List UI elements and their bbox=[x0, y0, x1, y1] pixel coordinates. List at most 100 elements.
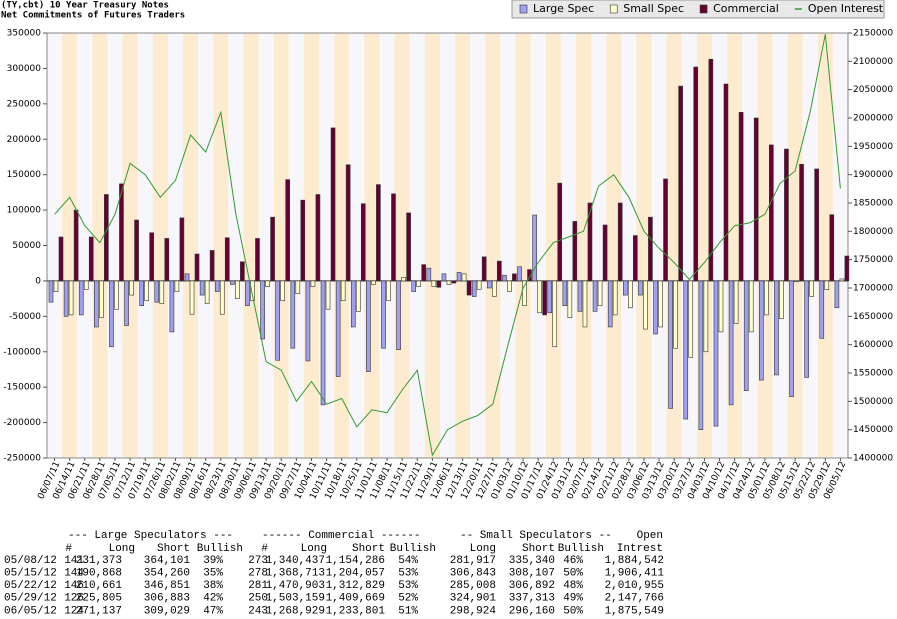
bar bbox=[194, 253, 200, 282]
bar bbox=[819, 280, 825, 339]
y-tick-label: 200000 bbox=[7, 135, 42, 145]
y-tick-label: -50000 bbox=[9, 312, 41, 322]
table-cell: 51% bbox=[398, 605, 418, 617]
band bbox=[107, 33, 123, 458]
bar bbox=[476, 280, 482, 290]
bar bbox=[723, 83, 729, 282]
bar bbox=[114, 280, 119, 310]
bar bbox=[542, 280, 547, 316]
band bbox=[636, 33, 652, 458]
bar bbox=[219, 280, 225, 315]
bar bbox=[794, 280, 799, 283]
table-cell: 49% bbox=[563, 593, 583, 605]
band bbox=[455, 33, 471, 458]
bar bbox=[240, 261, 245, 282]
bar bbox=[184, 273, 190, 282]
bar bbox=[119, 183, 124, 282]
table-cell: 337,313 bbox=[509, 593, 555, 605]
bar bbox=[134, 219, 139, 282]
bar bbox=[678, 85, 683, 282]
table-cell: 124 bbox=[64, 605, 84, 617]
bar bbox=[779, 280, 784, 320]
table-header: Long bbox=[470, 543, 496, 555]
table-cell: 225,805 bbox=[76, 593, 122, 605]
bar bbox=[300, 199, 306, 282]
bar bbox=[88, 236, 94, 282]
table-cell: 05/08/12 bbox=[4, 555, 57, 567]
bar bbox=[159, 280, 165, 304]
table-header: Long bbox=[109, 543, 135, 555]
bar bbox=[265, 280, 270, 287]
band bbox=[394, 33, 410, 458]
bar bbox=[386, 280, 391, 302]
bar bbox=[436, 280, 442, 288]
legend bbox=[511, 0, 885, 19]
bar bbox=[310, 280, 316, 287]
bar bbox=[597, 280, 603, 307]
table-header: Bullish bbox=[390, 543, 436, 555]
bar bbox=[164, 238, 170, 282]
bar bbox=[345, 164, 351, 282]
bar bbox=[592, 280, 598, 312]
bar bbox=[628, 280, 633, 309]
bar bbox=[204, 280, 210, 304]
bar bbox=[366, 280, 371, 372]
band bbox=[500, 33, 516, 458]
band bbox=[167, 33, 184, 458]
table-cell: 144 bbox=[64, 568, 84, 580]
band bbox=[47, 33, 63, 458]
band bbox=[228, 33, 244, 458]
bar bbox=[456, 272, 462, 282]
bar bbox=[728, 280, 734, 406]
bar bbox=[280, 280, 285, 302]
band bbox=[122, 33, 138, 458]
legend-label: Commercial bbox=[713, 2, 779, 15]
y2-tick-label: 1400000 bbox=[853, 454, 893, 464]
table-cell: 42% bbox=[203, 593, 223, 605]
legend-label: Large Spec bbox=[533, 2, 594, 15]
band bbox=[515, 33, 531, 458]
bar bbox=[401, 277, 406, 282]
bar bbox=[285, 179, 290, 282]
bar bbox=[491, 280, 497, 297]
bar bbox=[753, 117, 759, 282]
bar bbox=[48, 280, 54, 303]
bar bbox=[567, 280, 573, 319]
bar bbox=[360, 203, 366, 282]
table-cell: 324,901 bbox=[450, 593, 497, 605]
bar bbox=[426, 267, 432, 282]
band bbox=[183, 33, 199, 458]
table-cell: 39% bbox=[203, 555, 223, 567]
table-cell: 1,875,549 bbox=[605, 605, 664, 617]
band bbox=[62, 33, 78, 458]
bar bbox=[623, 280, 628, 296]
bar bbox=[653, 280, 658, 335]
bar bbox=[335, 280, 341, 377]
bar bbox=[350, 280, 356, 328]
table-header: Bullish bbox=[197, 543, 243, 555]
y2-tick-label: 1800000 bbox=[853, 227, 893, 237]
bar bbox=[451, 280, 457, 284]
bar bbox=[507, 280, 512, 292]
table-cell: 296,160 bbox=[509, 605, 555, 617]
bar bbox=[461, 273, 467, 282]
table-cell: 306,843 bbox=[450, 568, 496, 580]
table-cell: 298,924 bbox=[450, 605, 497, 617]
table-group-header: Open bbox=[637, 530, 663, 542]
table-cell: 35% bbox=[203, 568, 223, 580]
bar bbox=[693, 66, 699, 282]
bar bbox=[748, 280, 754, 333]
bar bbox=[577, 280, 583, 312]
bar bbox=[517, 266, 522, 282]
table-cell: 306,883 bbox=[144, 593, 190, 605]
table-cell: 335,340 bbox=[509, 555, 555, 567]
bar bbox=[224, 237, 230, 282]
y-tick-label: 250000 bbox=[7, 99, 42, 109]
table-cell: 250 bbox=[248, 593, 268, 605]
table-cell: 190,868 bbox=[76, 568, 122, 580]
bar bbox=[396, 280, 401, 350]
bar bbox=[245, 280, 250, 307]
bar bbox=[73, 209, 79, 282]
bar bbox=[617, 202, 623, 282]
